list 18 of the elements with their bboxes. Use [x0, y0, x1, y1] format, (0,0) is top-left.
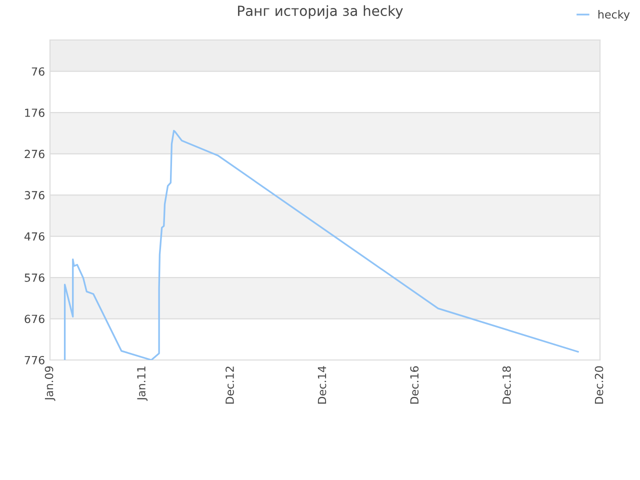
x-tick-label: Dec.12	[226, 366, 234, 404]
y-tick-label: 776	[24, 356, 44, 364]
x-tick-label: Dec.20	[594, 366, 604, 404]
y-tick-label: 376	[24, 191, 44, 200]
x-tick-label: Jan.11	[137, 366, 148, 401]
y-tick-label: 76	[32, 67, 44, 76]
x-tick-label: Dec.18	[502, 366, 511, 404]
x-tick-label: Dec.16	[410, 366, 419, 404]
line-series	[64, 130, 579, 360]
y-tick-label: 576	[24, 274, 44, 282]
y-tick-label: 476	[24, 232, 44, 241]
y-tick-label: 176	[25, 108, 44, 117]
x-tick-label: Dec.14	[318, 366, 326, 404]
legend-label: hecky	[598, 10, 630, 21]
y-tick-label: 676	[24, 314, 44, 324]
y-tick-label: 276	[24, 150, 44, 158]
chart-title: Ранг историја за hecky	[238, 5, 403, 19]
x-tick-label: Jan.09	[44, 366, 56, 401]
